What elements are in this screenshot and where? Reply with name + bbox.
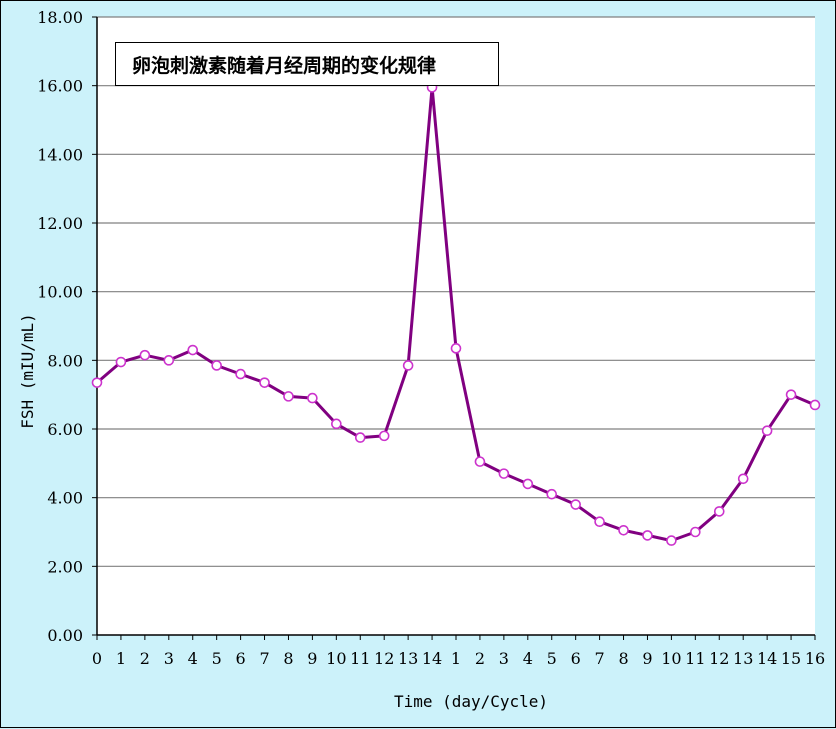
- series-group: [91, 82, 821, 546]
- x-tick-label: 2: [140, 649, 150, 668]
- x-tick-label: 5: [212, 649, 222, 668]
- data-point: [378, 430, 390, 442]
- x-tick-label: 2: [475, 649, 485, 668]
- data-point: [354, 432, 366, 443]
- data-point: [331, 418, 342, 430]
- data-point: [283, 391, 294, 402]
- y-tick-label: 16.00: [37, 77, 83, 96]
- x-tick-label: 12: [374, 649, 394, 668]
- x-tick-label: 6: [571, 649, 581, 668]
- data-point: [211, 360, 222, 371]
- chart-title: 卵泡刺激素随着月经周期的变化规律: [115, 42, 499, 86]
- data-point: [235, 368, 246, 380]
- x-tick-label: 15: [781, 649, 801, 668]
- x-tick-label: 8: [283, 649, 293, 668]
- x-tick-label: 11: [685, 649, 705, 668]
- data-point: [666, 535, 677, 546]
- y-tick-label: 12.00: [37, 214, 83, 233]
- x-tick-label: 13: [398, 649, 418, 668]
- y-tick-labels: 0.00 2.00 4.00 6.00 8.00 10.00 12.00 14.00 16.00…: [37, 8, 83, 645]
- y-tick-label: 4.00: [47, 489, 83, 508]
- x-tick-label: 5: [547, 649, 557, 668]
- plot-area: [97, 17, 815, 635]
- data-point: [761, 425, 773, 437]
- y-tick-label: 18.00: [37, 8, 83, 27]
- data-point: [307, 392, 318, 404]
- x-tick-label: 8: [618, 649, 628, 668]
- data-point: [713, 506, 725, 517]
- x-tick-label: 16: [805, 649, 825, 668]
- data-point: [474, 456, 486, 467]
- gridlines: [92, 16, 815, 636]
- x-axis-label: Time (day/Cycle): [394, 692, 548, 711]
- x-tick-label: 9: [307, 649, 317, 668]
- data-point: [498, 468, 510, 479]
- y-tick-label: 2.00: [47, 557, 83, 576]
- x-tick-label: 6: [236, 649, 246, 668]
- data-point: [737, 473, 749, 485]
- data-point: [259, 377, 270, 388]
- y-axis-label: FSH (mIU/mL): [18, 313, 37, 429]
- data-point: [785, 389, 797, 400]
- x-tick-label: 3: [164, 649, 174, 668]
- data-point: [522, 478, 534, 490]
- x-tick-label: 7: [259, 649, 269, 668]
- x-tick-label: 12: [709, 649, 729, 668]
- x-tick-label: 4: [523, 649, 533, 668]
- x-tick-labels: 0 1 2 3 4 5 6 7 8 9 10 11 12 13 14 1 2 3 4 5 6 7 8 9 10 11 12 13 14 1…: [92, 635, 825, 668]
- x-tick-label: 14: [422, 649, 442, 668]
- data-point: [809, 399, 821, 411]
- y-tick-label: 6.00: [47, 420, 83, 439]
- y-tick-label: 14.00: [37, 145, 83, 164]
- x-tick-label: 10: [661, 649, 681, 668]
- x-tick-label: 4: [188, 649, 198, 668]
- data-point: [642, 530, 653, 541]
- data-point: [163, 355, 175, 366]
- data-point: [570, 499, 581, 510]
- x-tick-label: 9: [642, 649, 652, 668]
- y-tick-label: 0.00: [47, 626, 83, 645]
- data-point: [91, 377, 103, 388]
- data-point: [115, 356, 127, 368]
- x-tick-label: 11: [350, 649, 370, 668]
- data-point: [402, 360, 414, 371]
- x-tick-label: 10: [326, 649, 346, 668]
- data-point: [594, 516, 605, 528]
- data-point: [690, 526, 701, 538]
- data-point: [618, 524, 629, 536]
- x-tick-label: 0: [92, 649, 102, 668]
- x-tick-label: 1: [116, 649, 126, 668]
- x-tick-label: 14: [757, 649, 777, 668]
- data-point: [139, 349, 151, 361]
- y-tick-label: 8.00: [47, 351, 83, 370]
- x-tick-label: 3: [499, 649, 509, 668]
- data-point: [546, 488, 558, 500]
- data-point: [187, 344, 199, 356]
- x-tick-label: 13: [733, 649, 753, 668]
- y-tick-label: 10.00: [37, 283, 83, 302]
- x-tick-label: 7: [595, 649, 605, 668]
- data-point: [450, 343, 462, 354]
- x-tick-label: 1: [451, 649, 461, 668]
